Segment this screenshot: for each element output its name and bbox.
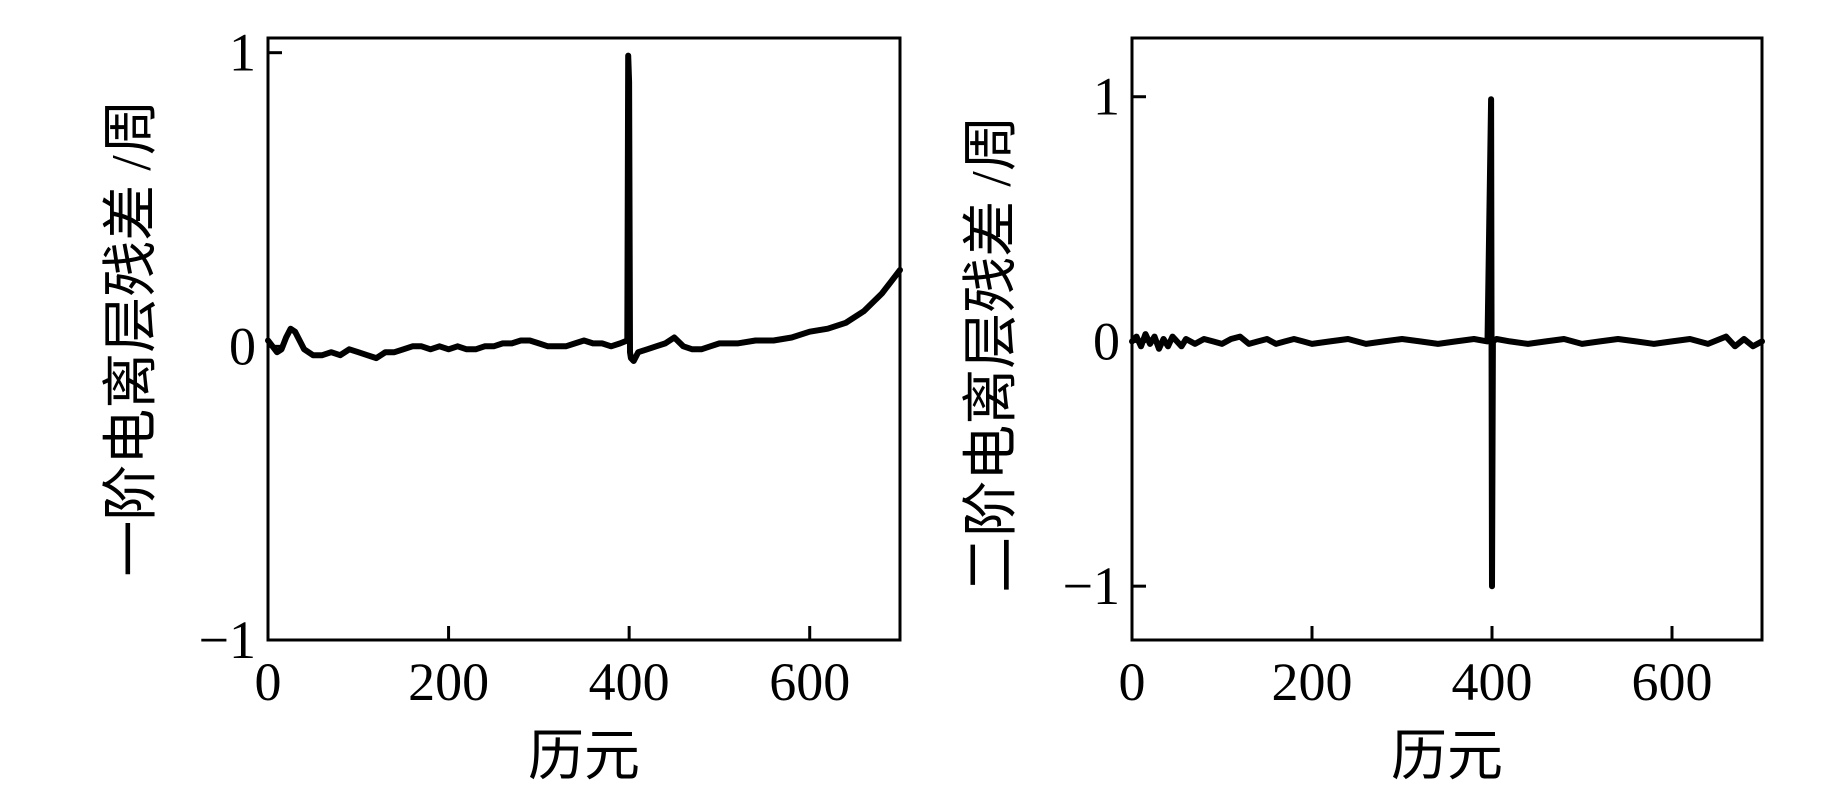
x-axis-title: 历元 [528, 726, 640, 788]
y-tick-label: 1 [229, 23, 256, 83]
y-tick-label: 1 [1093, 67, 1120, 127]
y-tick-label: 0 [1093, 311, 1120, 371]
x-tick-label: 400 [1452, 652, 1533, 712]
x-tick-label: 200 [408, 652, 489, 712]
x-axis-title: 历元 [1391, 726, 1503, 788]
y-tick-label: −1 [199, 610, 256, 670]
y-axis-title: 一阶电离层残差 /周 [101, 99, 163, 577]
series-line [265, 52, 903, 364]
plot-frame [266, 36, 902, 642]
x-tick-label: 400 [589, 652, 670, 712]
plot-frame [1130, 36, 1764, 642]
x-tick-label: 0 [1119, 652, 1146, 712]
y-tick-label: 0 [229, 316, 256, 376]
x-tick-label: 600 [769, 652, 850, 712]
series-line [1129, 96, 1765, 590]
x-tick-label: 200 [1272, 652, 1353, 712]
y-axis-title: 二阶电离层残差 /周 [961, 115, 1023, 593]
y-tick-label: −1 [1063, 556, 1120, 616]
panel-second-order: 0 200 400 600 −1 0 1 历元 二阶电离层残差 /周 [961, 36, 1765, 788]
x-tick-label: 0 [255, 652, 282, 712]
x-tick-label: 600 [1632, 652, 1713, 712]
